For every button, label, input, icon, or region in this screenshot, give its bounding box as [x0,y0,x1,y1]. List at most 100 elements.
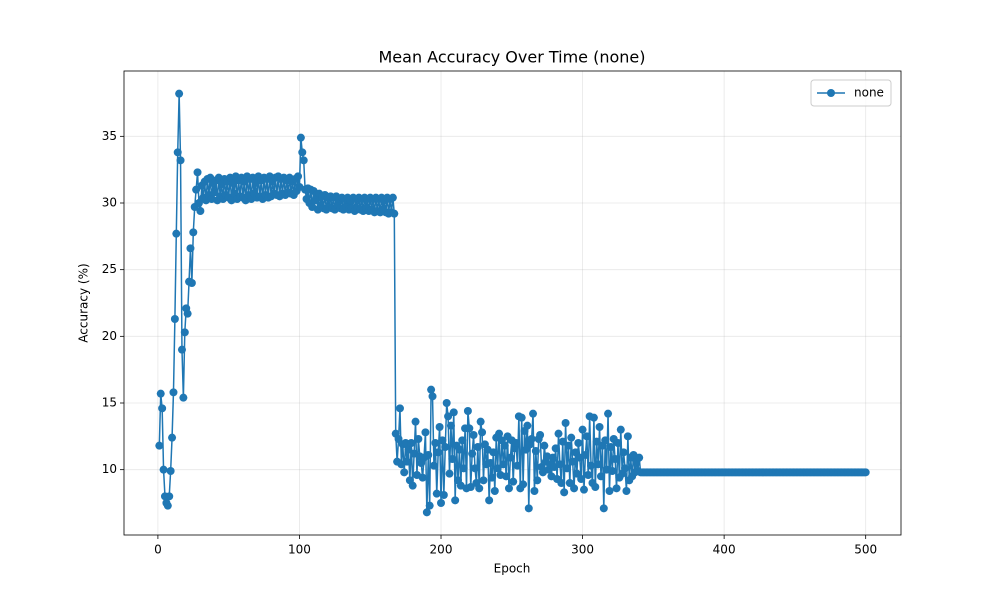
data-point [561,419,570,427]
data-point [578,425,587,434]
data-point [179,393,188,402]
data-point [861,468,870,477]
data-point [594,460,603,469]
data-point [623,432,632,441]
data-point [604,409,613,418]
data-point [156,389,165,398]
data-point [194,199,203,207]
data-point [523,421,532,430]
data-point [468,449,477,458]
legend-label: none [854,86,884,100]
data-point [596,472,605,481]
data-point [165,492,174,501]
data-point [581,451,590,459]
data-point [403,457,412,466]
data-point [172,229,181,238]
data-point [455,445,464,454]
data-point [424,451,433,459]
data-point [540,441,549,450]
data-point [428,392,437,401]
data-point [530,487,539,495]
data-point [432,489,441,498]
data-point [557,479,566,487]
data-point [613,439,622,447]
data-point [608,467,617,475]
data-point [487,473,496,482]
data-point [449,408,458,417]
data-point [536,431,545,439]
data-point [562,464,571,473]
data-point [422,508,431,517]
data-point [404,445,413,454]
x-tick-label: 500 [854,543,877,557]
data-point [434,448,443,457]
data-point [570,484,579,493]
data-point [473,443,482,451]
data-point [210,188,219,197]
data-point [592,437,601,446]
data-point [176,156,185,165]
data-point [519,480,528,489]
x-tick-label: 200 [430,543,453,557]
x-tick-label: 300 [571,543,594,557]
data-point [183,309,192,318]
data-point [622,487,631,495]
data-point [521,445,530,454]
data-point [616,425,625,434]
y-axis-label: Accuracy (%) [77,263,91,342]
data-point [551,444,560,453]
data-point [394,435,403,443]
data-point [298,148,307,157]
data-point [169,388,178,397]
data-point [401,439,410,447]
data-point [437,499,446,507]
data-point [512,439,521,447]
data-point [475,484,484,493]
data-point [558,437,567,446]
data-point [299,156,308,165]
data-point [584,471,593,479]
x-tick-label: 400 [713,543,736,557]
data-point [441,443,450,451]
data-point [438,436,447,445]
data-point [166,467,175,475]
y-tick-label: 35 [102,129,117,143]
data-point [531,447,540,455]
data-point [446,421,455,430]
data-point [489,448,498,457]
data-point [506,453,515,462]
data-point [395,404,404,413]
data-point [599,504,608,513]
y-tick-label: 15 [102,396,117,410]
data-point [601,436,610,445]
data-point [579,485,588,494]
legend-box [810,79,892,107]
data-point [186,244,195,253]
data-point [509,477,518,486]
data-point [527,435,536,443]
data-point [193,168,202,177]
data-point [589,413,598,422]
data-point [390,209,399,218]
legend-marker [827,89,835,97]
data-point [591,483,600,491]
data-point [411,417,420,426]
data-point [621,464,630,473]
data-point [606,443,615,451]
data-point [442,399,451,407]
x-axis-label: Epoch [494,562,531,576]
data-point [196,207,205,215]
data-point [490,487,499,495]
data-point [192,185,201,194]
data-point [595,423,604,431]
data-point [504,484,513,493]
data-point [555,460,564,469]
data-point [571,448,580,457]
data-point [418,473,427,482]
data-point [158,404,167,413]
data-point [564,441,573,450]
data-point [469,431,478,439]
data-point [479,476,488,485]
data-point [605,487,614,495]
